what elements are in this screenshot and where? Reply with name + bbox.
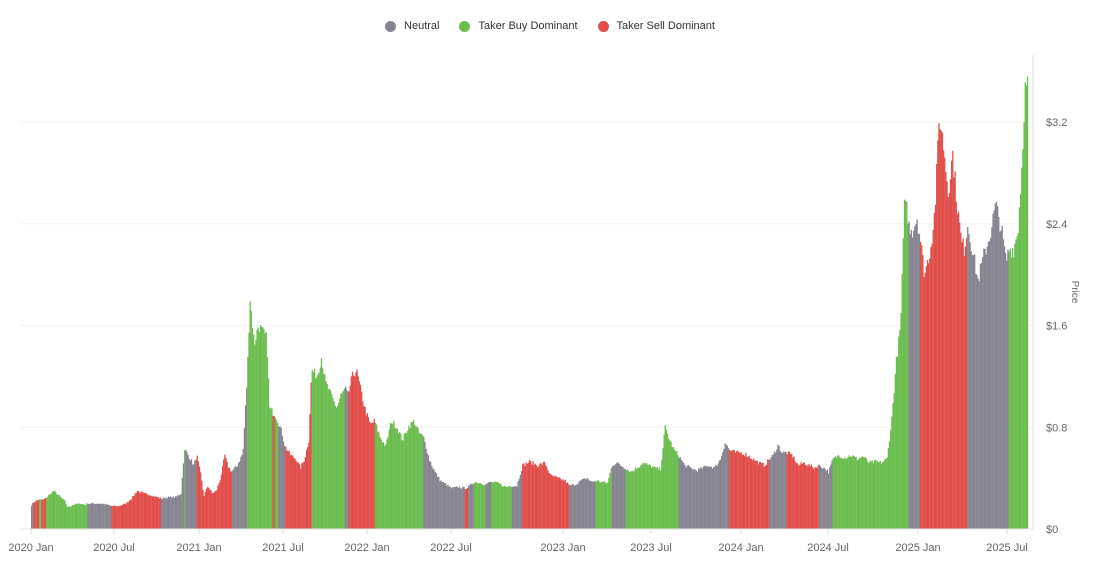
y-tick-label: $0.8 — [1046, 422, 1067, 434]
price-bars[interactable] — [31, 76, 1029, 530]
legend-item-neutral[interactable]: Neutral — [385, 20, 439, 32]
x-tick-label: 2023 Jul — [630, 542, 672, 554]
x-tick-label: 2023 Jan — [540, 542, 585, 554]
chart-legend: Neutral Taker Buy Dominant Taker Sell Do… — [0, 20, 1100, 32]
x-tick-label: 2022 Jul — [430, 542, 472, 554]
x-tick-label: 2025 Jan — [895, 542, 940, 554]
legend-dot-icon — [385, 20, 397, 32]
x-tick-label: 2020 Jul — [93, 542, 135, 554]
legend-label: Taker Sell Dominant — [616, 20, 715, 32]
x-axis-ticks: 2020 Jan 2020 Jul 2021 Jan 2021 Jul 2022 Jan… — [8, 529, 1028, 554]
y-axis-title: Price — [1069, 281, 1080, 304]
x-tick-label: 2024 Jul — [807, 542, 849, 554]
x-tick-label: 2022 Jan — [344, 542, 389, 554]
legend-label: Taker Buy Dominant — [478, 20, 578, 32]
legend-item-taker-buy[interactable]: Taker Buy Dominant — [459, 20, 578, 32]
y-tick-label: $3.2 — [1046, 117, 1067, 129]
y-tick-label: $1.6 — [1046, 321, 1067, 333]
y-tick-label: $2.4 — [1046, 219, 1067, 231]
x-tick-label: 2025 Jul — [986, 542, 1028, 554]
legend-label: Neutral — [404, 20, 440, 32]
x-tick-label: 2021 Jan — [176, 542, 221, 554]
legend-item-taker-sell[interactable]: Taker Sell Dominant — [597, 20, 715, 32]
legend-dot-icon — [597, 20, 609, 32]
x-tick-label: 2024 Jan — [718, 542, 763, 554]
gridlines — [20, 121, 1033, 428]
x-tick-label: 2020 Jan — [8, 542, 53, 554]
y-axis-ticks: $0 $0.8 $1.6 $2.4 $3.2 — [1046, 117, 1067, 536]
legend-dot-icon — [459, 20, 471, 32]
x-tick-label: 2021 Jul — [262, 542, 304, 554]
y-tick-label: $0 — [1046, 524, 1058, 536]
